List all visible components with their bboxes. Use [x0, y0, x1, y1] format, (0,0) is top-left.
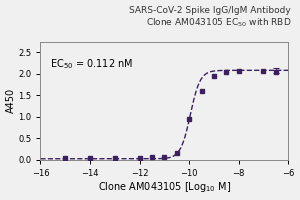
X-axis label: Clone AM043105 [Log$_{10}$ M]: Clone AM043105 [Log$_{10}$ M] — [98, 180, 231, 194]
Y-axis label: A450: A450 — [6, 88, 16, 113]
Text: SARS-CoV-2 Spike IgG/IgM Antibody
Clone AM043105 EC$_{50}$ with RBD: SARS-CoV-2 Spike IgG/IgM Antibody Clone … — [129, 6, 291, 29]
Text: EC$_{50}$ = 0.112 nM: EC$_{50}$ = 0.112 nM — [50, 57, 134, 71]
